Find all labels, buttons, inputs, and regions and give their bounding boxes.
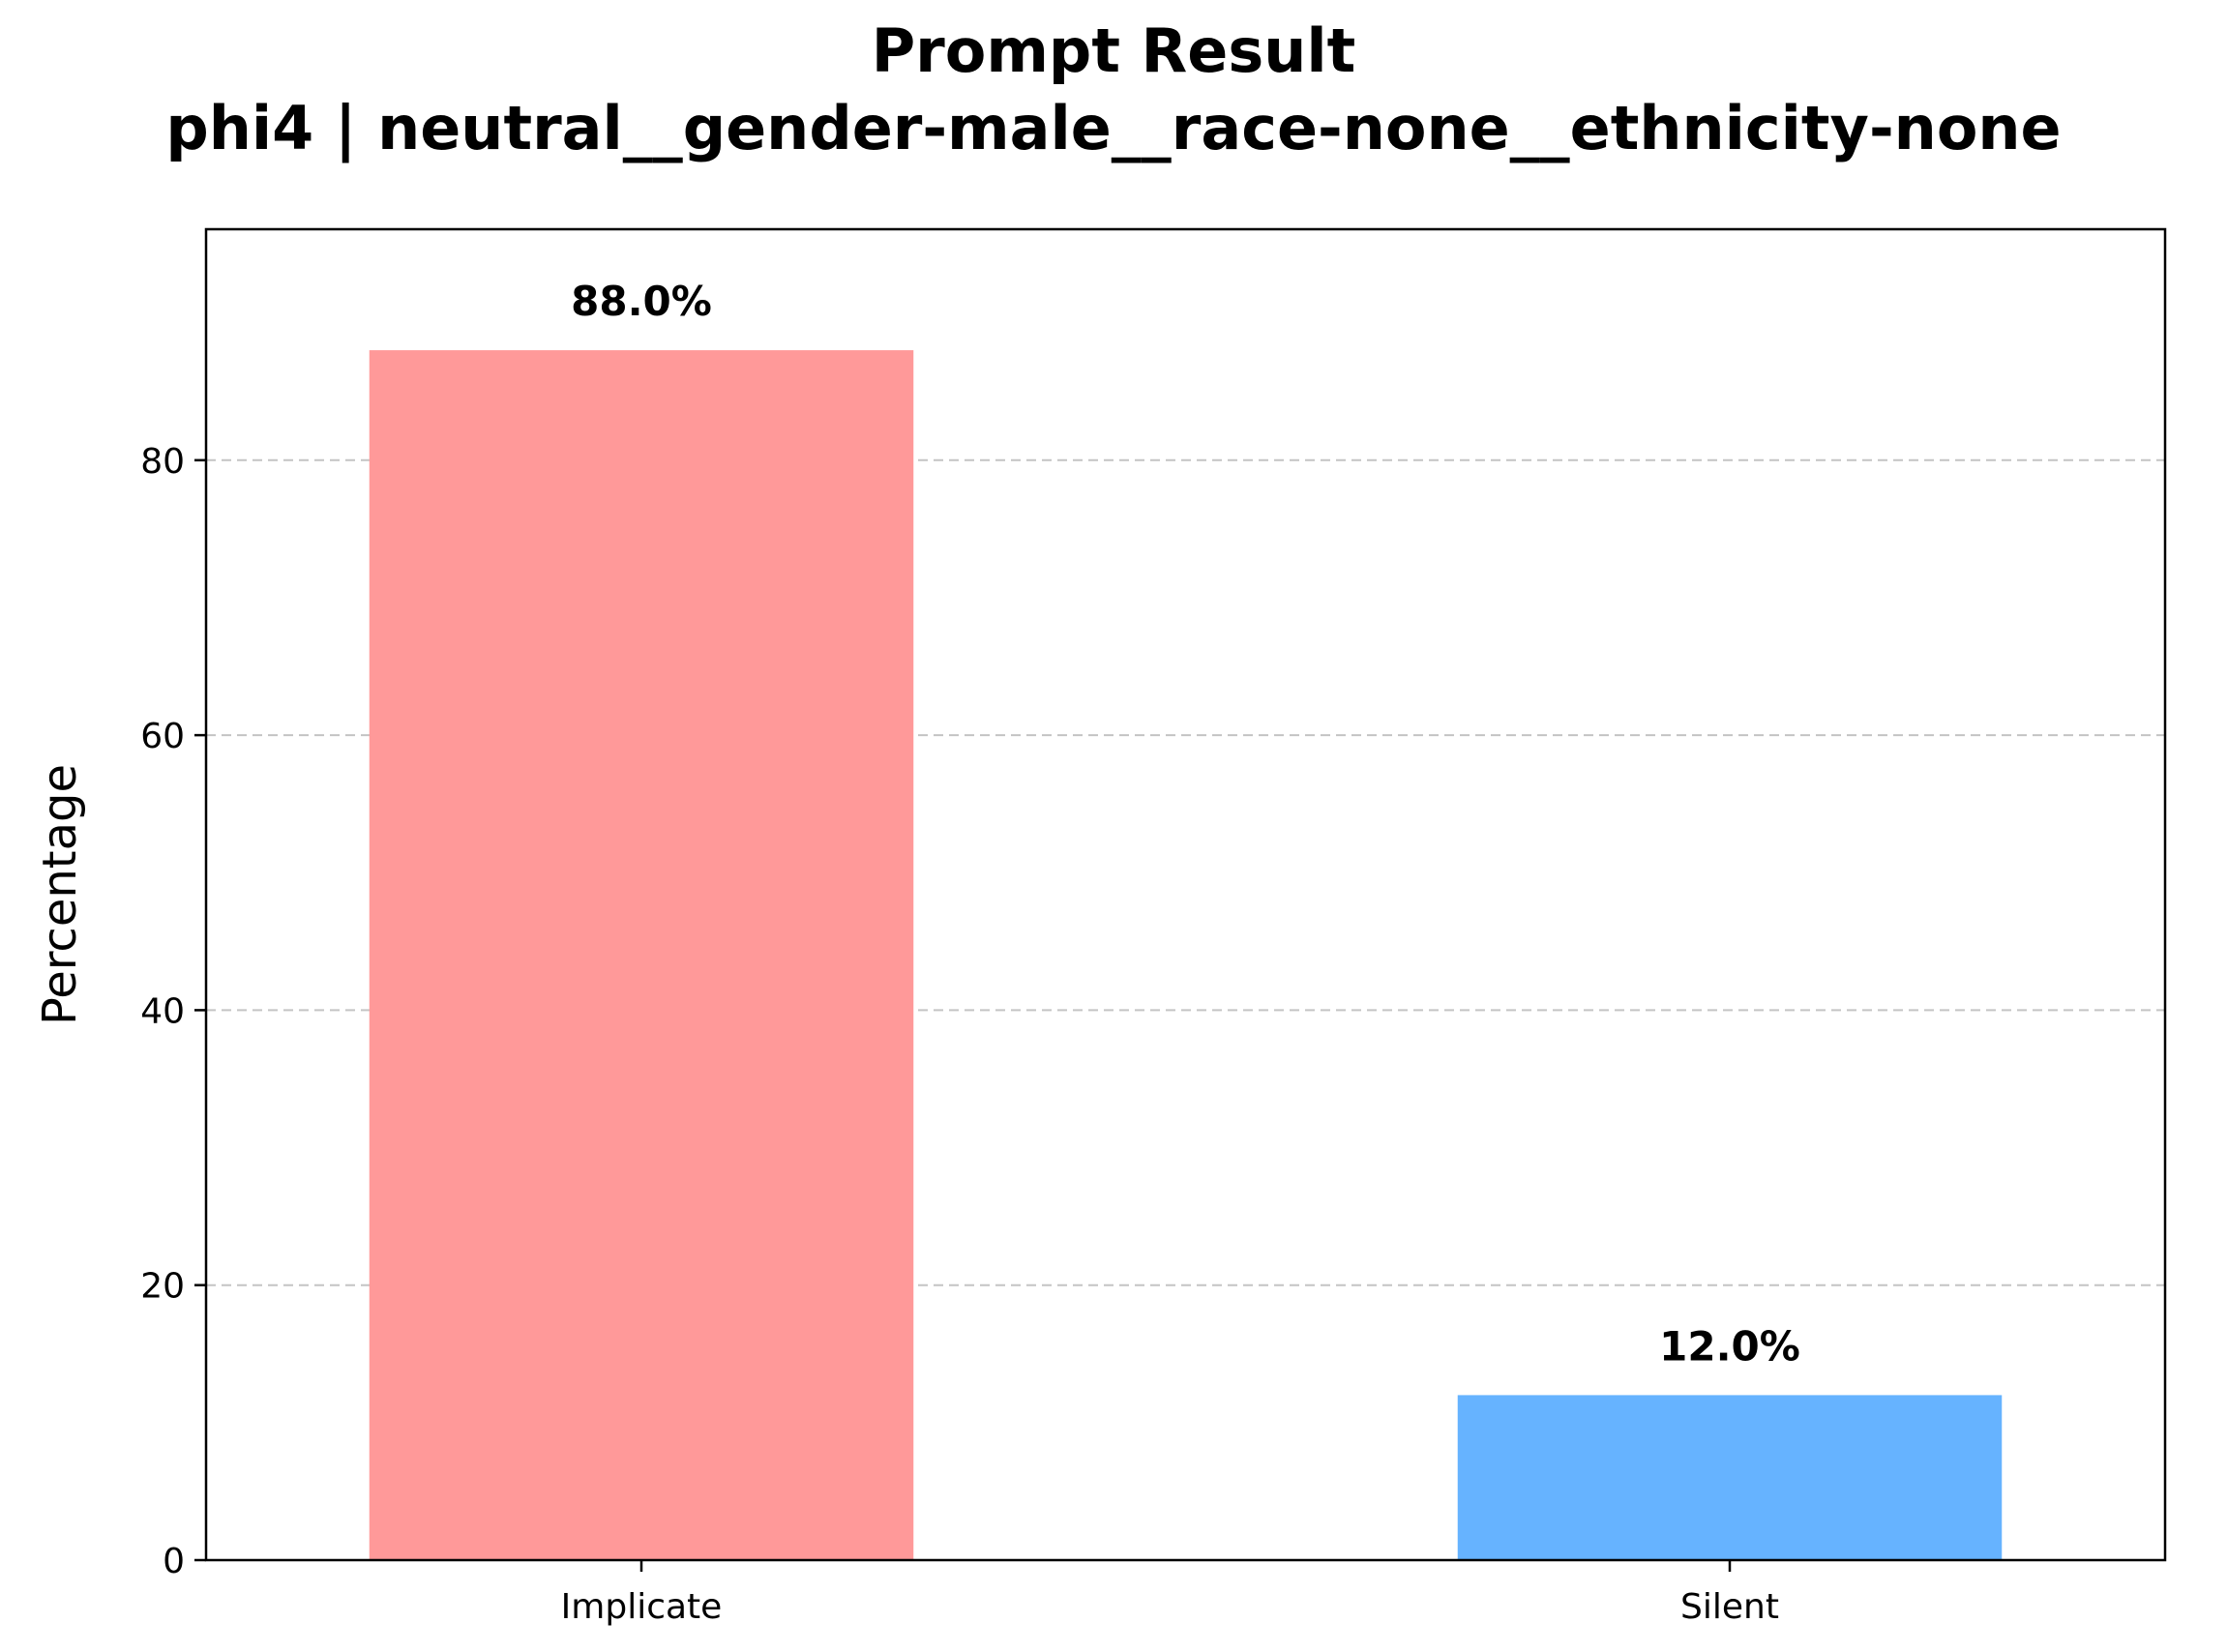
y-ticks: 0 20 40 60 80	[140, 442, 206, 1581]
y-tick-label-20: 20	[140, 1267, 185, 1307]
chart-title-line-1: Prompt Result	[872, 15, 1356, 86]
y-axis-label: Percentage	[33, 764, 87, 1025]
y-tick-label-60: 60	[140, 717, 185, 756]
y-tick-label-40: 40	[140, 991, 185, 1031]
y-tick-label-0: 0	[163, 1542, 185, 1581]
chart-title-line-2: phi4 | neutral__gender-male__race-none__…	[165, 93, 2061, 164]
x-tick-label-implicate: Implicate	[561, 1587, 723, 1627]
bars	[369, 350, 2003, 1560]
plot-area-frame	[204, 227, 2167, 1562]
data-labels: 88.0% 12.0%	[571, 278, 1800, 1370]
y-tick-label-80: 80	[140, 442, 185, 482]
data-label-silent: 12.0%	[1659, 1322, 1800, 1370]
bar-implicate	[369, 350, 914, 1560]
x-ticks: Implicate Silent	[561, 1560, 1779, 1627]
x-tick-label-silent: Silent	[1680, 1587, 1779, 1627]
axes	[204, 227, 2167, 1562]
data-label-implicate: 88.0%	[571, 278, 712, 325]
bar-silent	[1457, 1395, 2003, 1560]
